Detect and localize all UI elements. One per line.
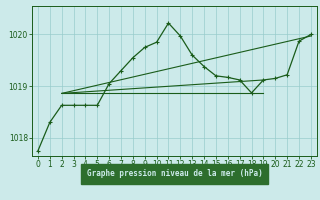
X-axis label: Graphe pression niveau de la mer (hPa): Graphe pression niveau de la mer (hPa) bbox=[86, 169, 262, 178]
